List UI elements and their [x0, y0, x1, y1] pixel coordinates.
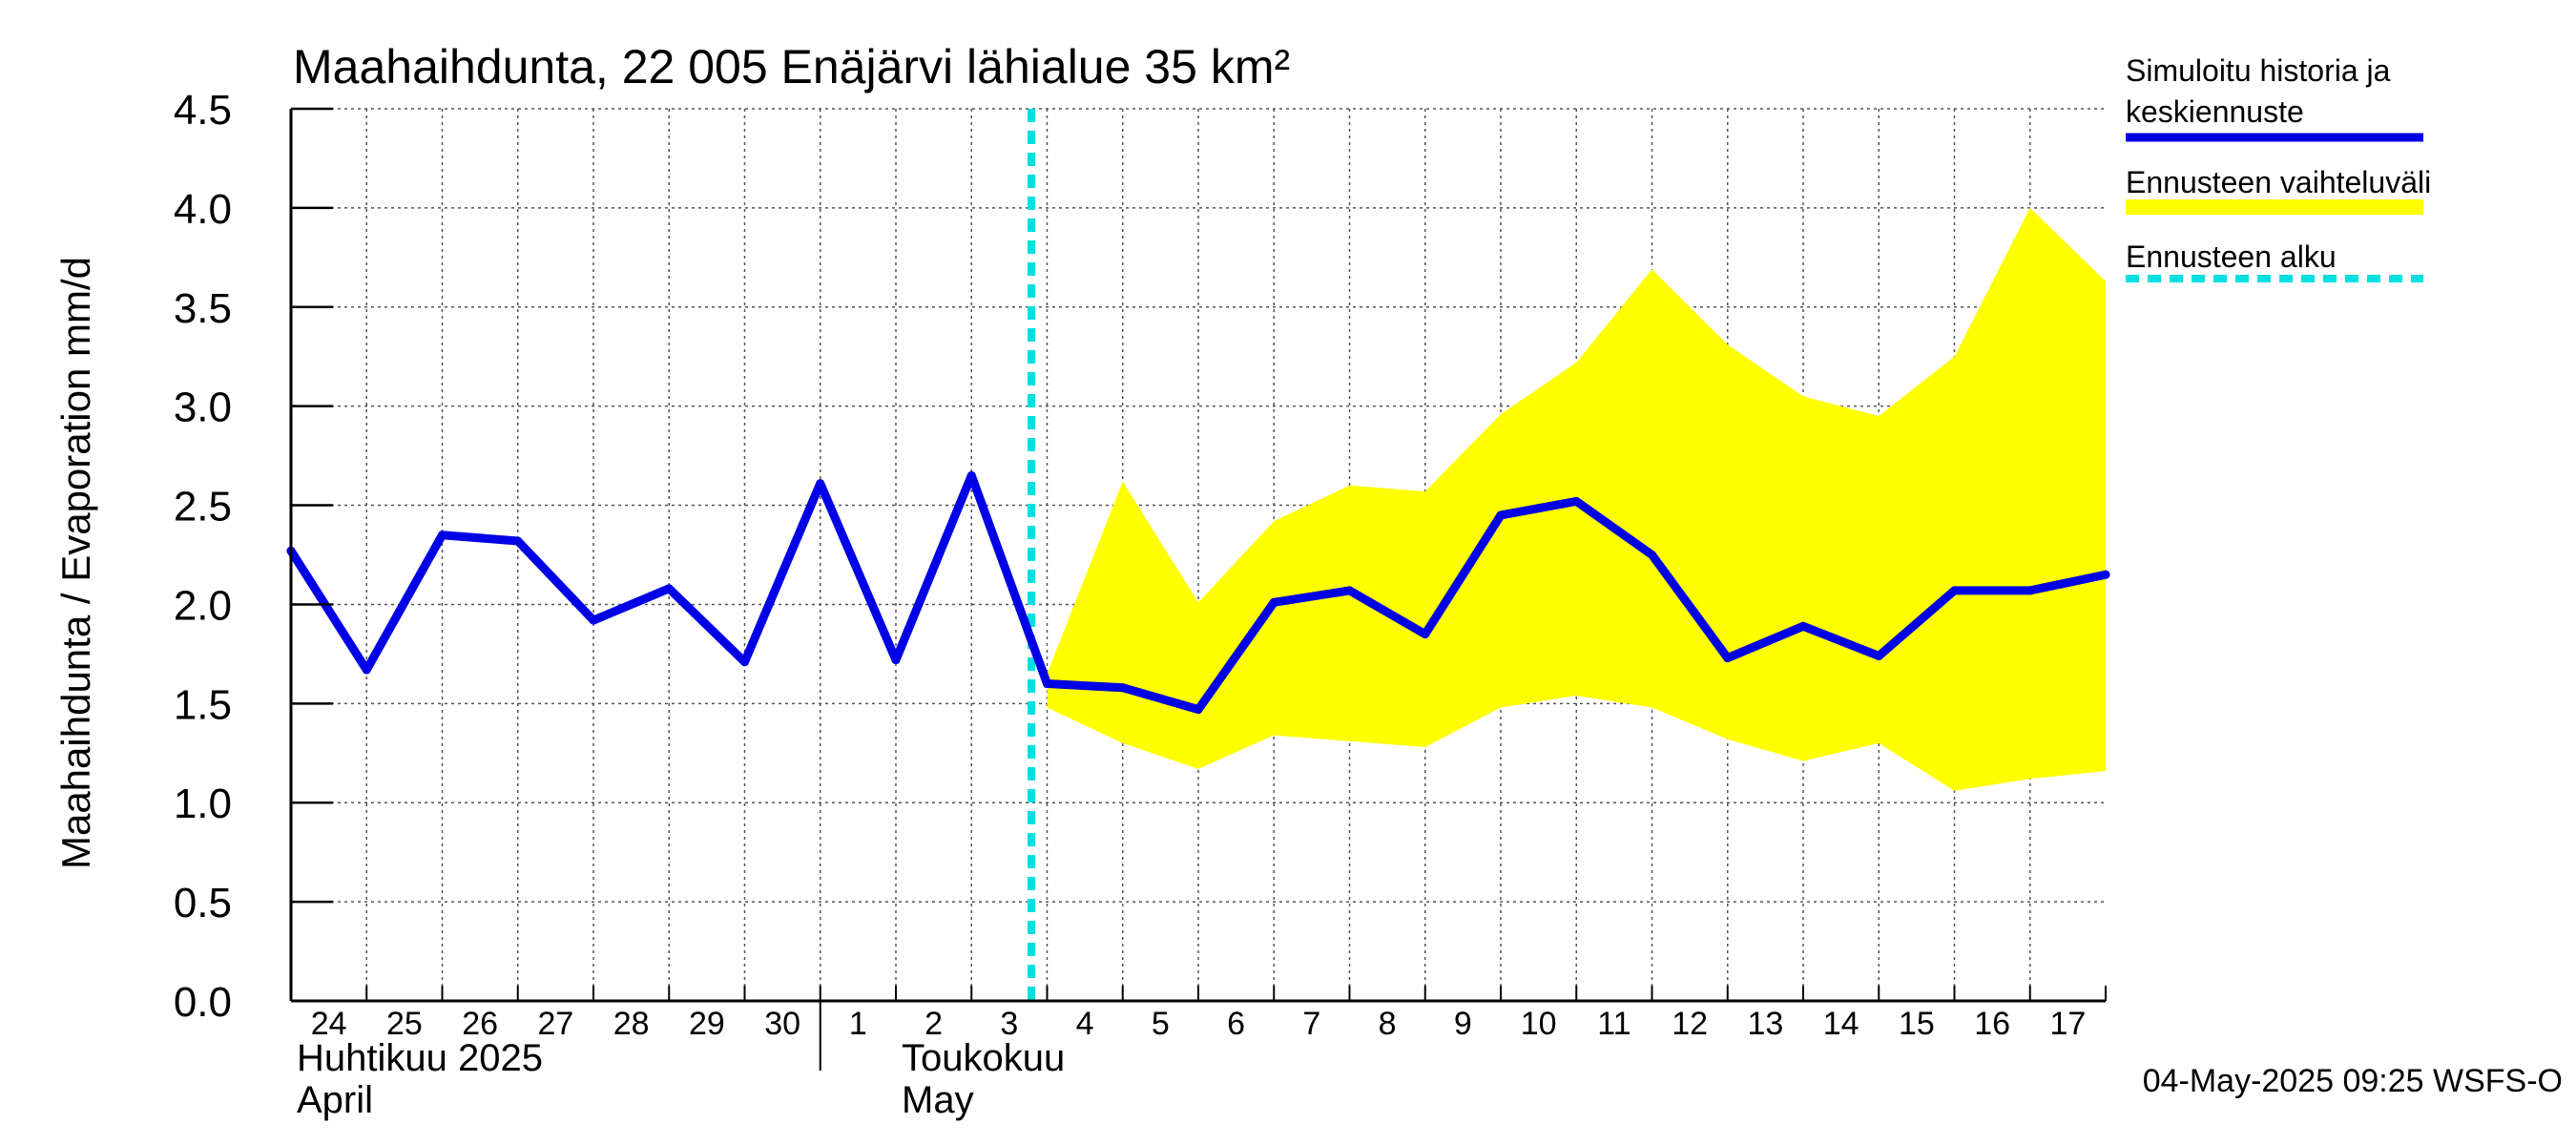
series-point: [2101, 570, 2110, 579]
x-tick-label: 11: [1597, 1006, 1631, 1042]
month-label-2: Toukokuu: [902, 1037, 1065, 1079]
y-tick-label: 1.0: [174, 781, 232, 827]
x-tick-label: 24: [311, 1006, 347, 1042]
x-tick-label: 9: [1454, 1006, 1472, 1042]
x-tick-label: 16: [1974, 1006, 2010, 1042]
x-tick-label: 25: [386, 1006, 423, 1042]
series-point: [1496, 510, 1506, 520]
x-tick-label: 13: [1747, 1006, 1783, 1042]
y-tick-label: 1.5: [174, 681, 232, 728]
series-point: [1421, 630, 1430, 639]
series-point: [1723, 654, 1733, 663]
x-tick-label: 30: [764, 1006, 800, 1042]
legend: Simuloitu historia ja keskiennuste Ennuste…: [2126, 53, 2431, 282]
chart-title: Maahaihdunta, 22 005 Enäjärvi lähialue 3…: [293, 40, 1290, 94]
series-point: [2025, 586, 2035, 595]
series-point: [1798, 621, 1808, 631]
series-point: [362, 665, 371, 675]
month-label-en-2: May: [902, 1079, 974, 1121]
y-tick-label: 3.5: [174, 285, 232, 332]
y-tick-labels: 0.0 0.5 1.0 1.5 2.0 2.5 3.0 3.5 4.0 4.5: [174, 87, 232, 1026]
series-layer: [286, 109, 2110, 1001]
series-point: [1950, 586, 1959, 595]
y-axis-label: Maahaihdunta / Evaporation mm/d: [53, 257, 98, 869]
series-point: [1648, 551, 1656, 559]
series-point: [1194, 705, 1203, 715]
series-point: [1043, 679, 1051, 689]
series-point: [966, 470, 976, 480]
series-point: [891, 656, 901, 665]
series-point: [438, 531, 447, 540]
y-tick-label: 2.5: [174, 484, 232, 531]
legend-label-1-cont: keskiennuste: [2126, 94, 2304, 129]
x-tick-label: 27: [537, 1006, 573, 1042]
series-point: [1874, 651, 1883, 660]
x-tick-label: 28: [613, 1006, 650, 1042]
month-label-en-1: April: [297, 1079, 373, 1121]
x-tick-label: 2: [924, 1006, 943, 1042]
y-tick-label: 0.0: [174, 979, 232, 1026]
series-point: [664, 584, 674, 593]
legend-label-1: Simuloitu historia ja: [2126, 53, 2391, 88]
y-tick-label: 2.0: [174, 582, 232, 629]
series-point: [816, 479, 825, 489]
x-tick-labels: 24 25 26 27 28 29 30 1 2 3 4 5 6 7 8 9 10 11 12 13 14 15 16 17: [311, 1006, 2087, 1042]
month-label-1: Huhtikuu 2025: [297, 1037, 543, 1079]
x-tick-label: 3: [1000, 1006, 1018, 1042]
x-tick-label: 4: [1076, 1006, 1094, 1042]
x-tick-label: 17: [2049, 1006, 2086, 1042]
legend-label-3: Ennusteen alku: [2126, 239, 2337, 274]
series-point: [1571, 496, 1581, 506]
series-point: [1345, 586, 1354, 595]
x-tick-label: 12: [1672, 1006, 1708, 1042]
y-tick-label: 4.0: [174, 186, 232, 233]
x-tick-label: 6: [1227, 1006, 1245, 1042]
x-tick-label: 7: [1302, 1006, 1320, 1042]
y-tick-label: 0.5: [174, 880, 232, 926]
series-point: [589, 615, 598, 625]
series-point: [1118, 683, 1128, 693]
x-tick-label: 5: [1152, 1006, 1170, 1042]
series-point: [1269, 597, 1278, 607]
y-tick-label: 3.0: [174, 385, 232, 431]
x-tick-label: 1: [849, 1006, 867, 1042]
y-tick-label: 4.5: [174, 87, 232, 134]
footer-timestamp: 04-May-2025 09:25 WSFS-O: [2143, 1063, 2563, 1099]
x-tick-label: 14: [1823, 1006, 1859, 1042]
x-tick-label: 10: [1521, 1006, 1557, 1042]
x-tick-label: 26: [462, 1006, 498, 1042]
series-point: [513, 536, 523, 546]
axes: [289, 107, 2107, 1071]
x-tick-label: 29: [689, 1006, 725, 1042]
x-tick-label: 15: [1899, 1006, 1935, 1042]
x-tick-label: 8: [1379, 1006, 1397, 1042]
legend-label-2: Ennusteen vaihteluväli: [2126, 165, 2431, 199]
series-point: [740, 657, 749, 667]
grid-lines: [291, 108, 2106, 1001]
